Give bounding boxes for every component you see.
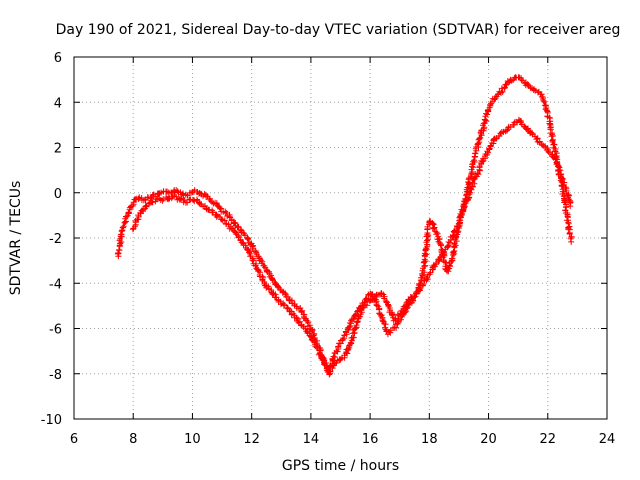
y-tick-label: -6 [49,323,62,338]
y-tick-label: 2 [54,142,62,157]
y-tick-label: -2 [49,232,62,247]
chart-title: Day 190 of 2021, Sidereal Day-to-day VTE… [56,22,621,38]
y-tick-label: 4 [54,96,62,111]
x-tick-label: 12 [243,432,260,447]
gridlines [74,57,607,419]
y-tick-label: 6 [54,51,62,66]
x-tick-label: 8 [129,432,137,447]
x-tick-label: 16 [362,432,379,447]
y-axis: -10 -8 -6 -4 -2 0 2 4 6 [41,51,607,428]
y-tick-label: -8 [49,368,62,383]
x-axis-label: GPS time / hours [282,458,399,474]
x-tick-label: 24 [599,432,616,447]
y-tick-label: 0 [54,187,62,202]
y-tick-label: -10 [41,413,62,428]
plot-frame [73,56,608,420]
x-tick-label: 18 [421,432,438,447]
data-series [114,74,575,378]
y-tick-label: -4 [49,277,62,292]
x-axis: 6 8 10 12 14 16 18 20 22 24 [70,57,615,447]
y-axis-label: SDTVAR / TECUs [8,181,24,296]
series-trace-secondary [129,116,574,374]
x-tick-label: 14 [303,432,320,447]
x-tick-label: 10 [184,432,201,447]
x-tick-label: 22 [540,432,557,447]
x-tick-label: 20 [480,432,497,447]
x-tick-label: 6 [70,432,78,447]
